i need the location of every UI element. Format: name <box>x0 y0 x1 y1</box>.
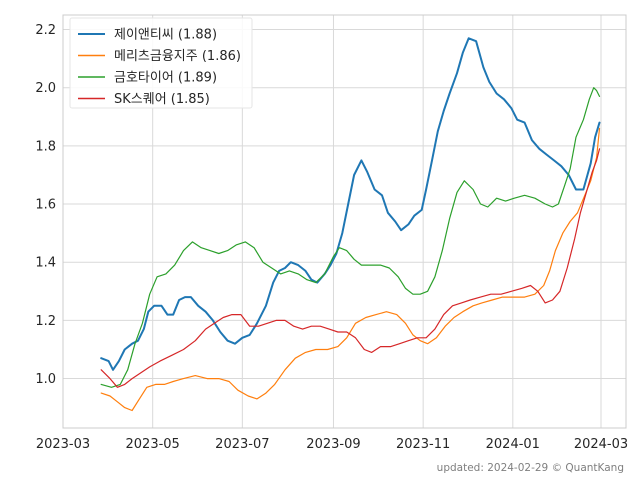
series-line <box>100 37 601 371</box>
y-tick-labels: 1.0 1.2 1.4 1.6 1.8 2.0 2.2 <box>35 23 56 387</box>
legend-label: 제이앤티씨 (1.88) <box>114 28 217 43</box>
plot-frame <box>62 14 627 429</box>
y-gridlines <box>63 29 626 380</box>
y-tick-label: 1.2 <box>35 314 56 329</box>
x-tick-label: 2023-11 <box>396 437 450 452</box>
y-tick-label: 1.4 <box>35 256 56 271</box>
x-tick-labels: 2023-03 2023-05 2023-07 2023-09 2023-11 2024-… <box>36 437 628 452</box>
y-tick-label: 1.8 <box>35 139 56 154</box>
y-tick-label: 1.6 <box>35 198 56 213</box>
x-tick-label: 2023-09 <box>306 437 360 452</box>
legend-box <box>69 17 253 109</box>
x-tick-label: 2024-03 <box>574 437 628 452</box>
footer-credit: updated: 2024-02-29 © QuantKang <box>437 462 624 474</box>
legend-label: 메리츠금융지주 (1.86) <box>114 49 241 64</box>
x-tick-label: 2023-07 <box>215 437 269 452</box>
x-tick-label: 2023-05 <box>126 437 180 452</box>
series-line <box>100 87 601 388</box>
y-tick-label: 1.0 <box>35 372 56 387</box>
x-tick-label: 2024-01 <box>486 437 540 452</box>
legend-label: 금호타이어 (1.89) <box>114 71 217 86</box>
y-tick-label: 2.2 <box>35 23 56 38</box>
series-line <box>100 148 601 388</box>
x-tick-label: 2023-03 <box>36 437 90 452</box>
series-layer <box>100 37 601 412</box>
series-line <box>100 127 601 412</box>
legend: 제이앤티씨 (1.88) 메리츠금융지주 (1.86) 금호타이어 (1.89) SK… <box>69 17 253 109</box>
y-tick-label: 2.0 <box>35 81 56 96</box>
legend-label: SK스퀘어 (1.85) <box>114 92 210 107</box>
